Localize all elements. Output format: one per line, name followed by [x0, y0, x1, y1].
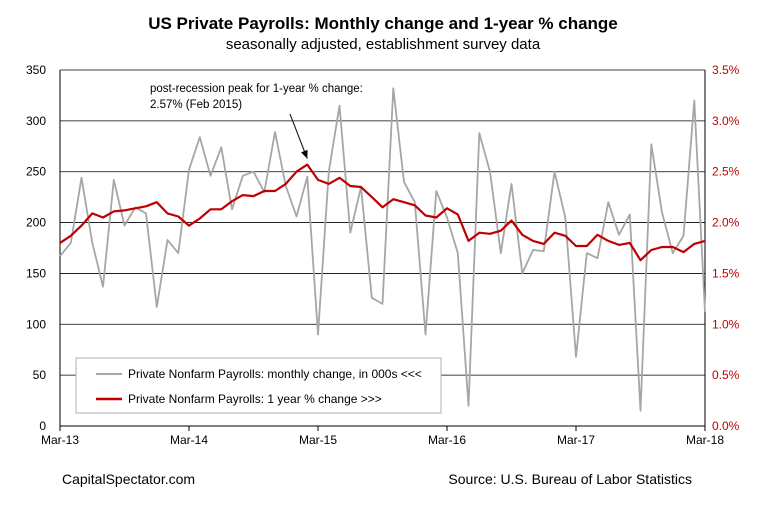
legend-label-1yr-change: Private Nonfarm Payrolls: 1 year % chang…	[128, 392, 382, 406]
annotation: post-recession peak for 1-year % change:…	[150, 83, 363, 159]
left-tick-label: 200	[26, 216, 46, 230]
x-tick-label: Mar-17	[557, 433, 595, 447]
right-tick-label: 1.5%	[712, 266, 740, 280]
series-line-monthly-change	[59, 87, 706, 412]
left-tick-label: 350	[26, 63, 46, 77]
left-axis: 0 50 100 150 200 250 300 350	[26, 63, 46, 433]
right-tick-label: 3.0%	[712, 114, 740, 128]
legend-label-monthly-change: Private Nonfarm Payrolls: monthly change…	[128, 367, 422, 381]
right-tick-label: 1.0%	[712, 317, 740, 331]
x-tick-label: Mar-13	[41, 433, 79, 447]
annotation-arrowhead	[301, 149, 308, 159]
x-tick-label: Mar-15	[299, 433, 337, 447]
series	[59, 87, 706, 412]
annotation-line-1: post-recession peak for 1-year % change:	[150, 83, 363, 95]
right-tick-label: 3.5%	[712, 63, 740, 77]
right-tick-label: 2.5%	[712, 165, 740, 179]
left-tick-label: 150	[26, 266, 46, 280]
left-tick-label: 300	[26, 114, 46, 128]
right-tick-label: 0.5%	[712, 368, 740, 382]
series-line-1yr-change	[59, 163, 706, 262]
x-axis: Mar-13 Mar-14 Mar-15 Mar-16 Mar-17 Mar-18	[41, 426, 724, 447]
left-tick-label: 250	[26, 165, 46, 179]
right-axis: 0.0% 0.5% 1.0% 1.5% 2.0% 2.5% 3.0% 3.5%	[712, 63, 740, 433]
left-tick-label: 50	[33, 368, 47, 382]
right-tick-label: 0.0%	[712, 419, 740, 433]
x-tick-label: Mar-18	[686, 433, 724, 447]
credit-right: Source: U.S. Bureau of Labor Statistics	[448, 471, 692, 487]
chart-title: US Private Payrolls: Monthly change and …	[148, 14, 618, 33]
left-tick-label: 0	[39, 419, 46, 433]
legend: Private Nonfarm Payrolls: monthly change…	[75, 357, 442, 414]
chart-subtitle: seasonally adjusted, establishment surve…	[225, 36, 541, 53]
right-tick-label: 2.0%	[712, 216, 740, 230]
annotation-line-2: 2.57% (Feb 2015)	[150, 99, 242, 111]
legend-box	[75, 357, 442, 414]
x-tick-label: Mar-14	[170, 433, 208, 447]
left-tick-label: 100	[26, 317, 46, 331]
x-tick-label: Mar-16	[428, 433, 466, 447]
credit-left: CapitalSpectator.com	[62, 471, 196, 487]
